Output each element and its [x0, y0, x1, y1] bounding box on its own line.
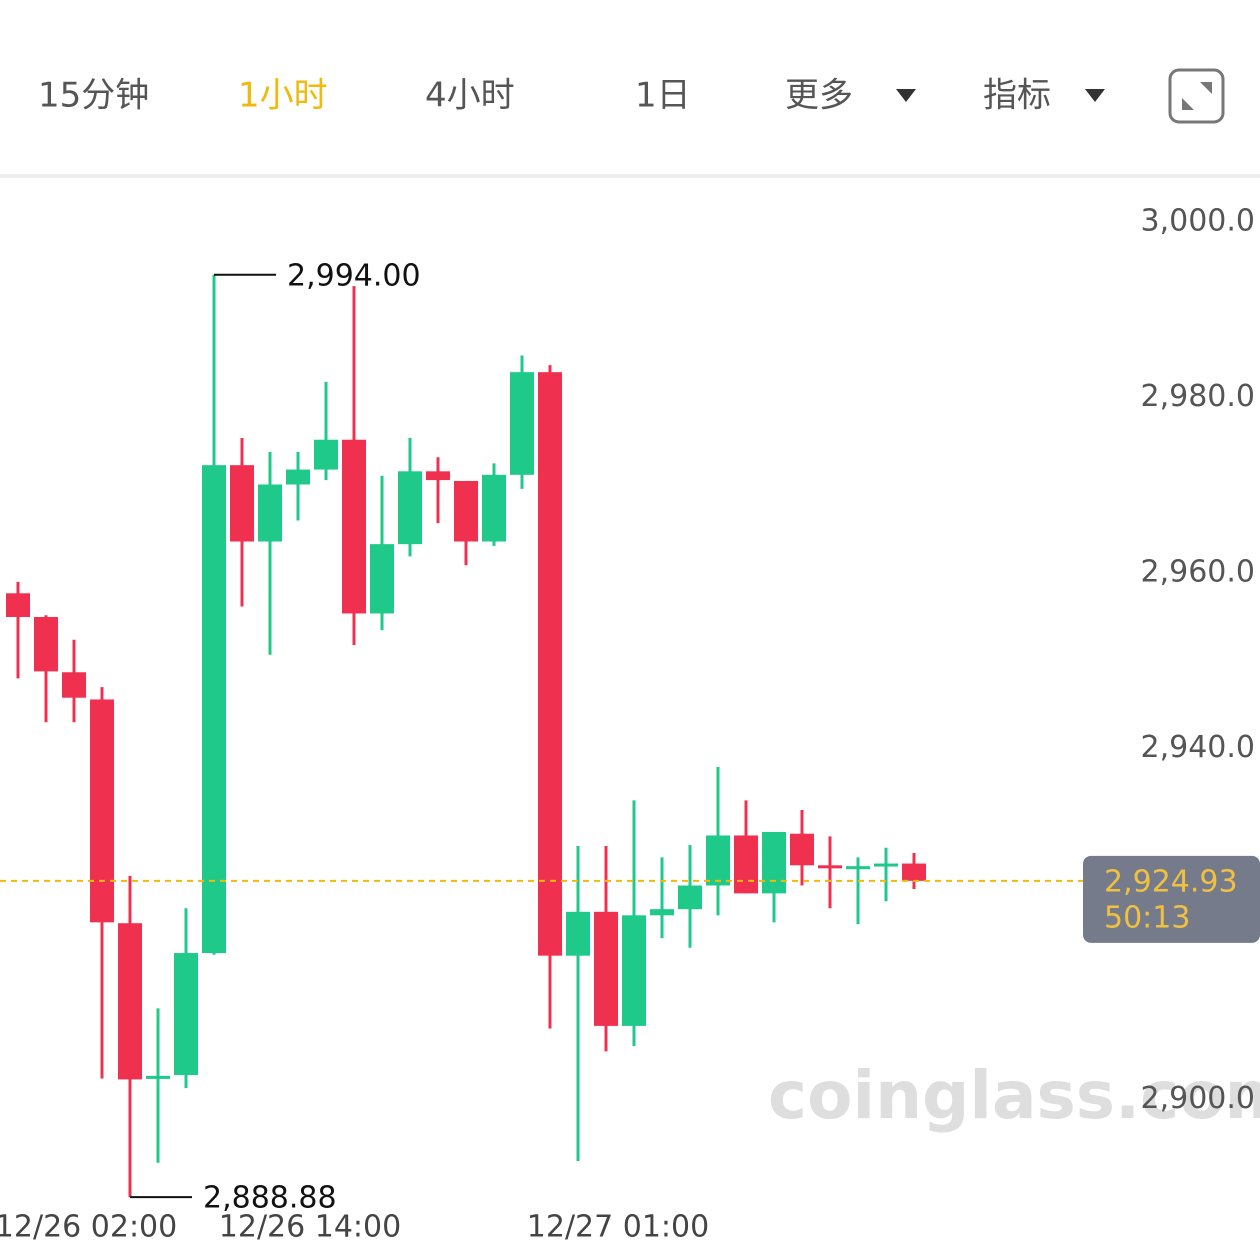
- candle-body: [342, 439, 366, 614]
- candle-body: [6, 593, 30, 617]
- tab-more[interactable]: 更多: [785, 76, 853, 116]
- y-tick-label: 3,000.0: [1140, 204, 1255, 239]
- candle-body: [286, 469, 310, 485]
- candle-body: [650, 909, 674, 916]
- candle-body: [202, 465, 226, 954]
- candle-body: [510, 372, 534, 475]
- candle-body: [902, 863, 926, 881]
- candle-body: [398, 471, 422, 545]
- candle-body: [370, 544, 394, 614]
- candle-body: [258, 484, 282, 542]
- button-frame[interactable]: [1168, 68, 1225, 124]
- x-tick-label: 12/26 02:00: [0, 1210, 177, 1245]
- y-tick-label: 2,960.0: [1140, 555, 1255, 590]
- tab-indicators[interactable]: 指标: [983, 76, 1051, 116]
- y-tick-label: 2,900.0: [1140, 1081, 1255, 1116]
- candle-body: [314, 439, 338, 470]
- annotation-label: 2,888.88: [203, 1181, 337, 1216]
- candle-body: [118, 923, 142, 1080]
- candle-body: [818, 865, 842, 869]
- tab[interactable]: 1日: [635, 76, 691, 116]
- candle-body: [846, 866, 870, 870]
- candle-body: [90, 699, 114, 923]
- candle-body: [790, 833, 814, 866]
- annotation-label: 2,994.00: [287, 258, 421, 293]
- timeframe-bar: 15分钟 1小时 4小时 1日 更多 指标: [38, 68, 1225, 124]
- dropdown-arrow[interactable]: [896, 89, 916, 102]
- candle-body: [426, 471, 450, 481]
- tab[interactable]: 15分钟: [38, 76, 149, 116]
- candle-body: [34, 616, 58, 672]
- candle-body: [482, 474, 506, 542]
- fullscreen-button[interactable]: [1168, 68, 1225, 124]
- candle-body: [734, 835, 758, 894]
- last-price-label: 2,924.93: [1104, 864, 1238, 899]
- candle-body: [594, 911, 618, 1026]
- candle-body: [762, 831, 786, 894]
- y-tick-label: 2,940.0: [1140, 730, 1255, 765]
- candle-body: [566, 911, 590, 956]
- candle-body: [874, 863, 898, 867]
- countdown: 50:13: [1104, 900, 1190, 935]
- divider: [0, 174, 1260, 178]
- candle-body: [538, 372, 562, 956]
- y-tick-label: 2,980.0: [1140, 379, 1255, 414]
- plot: 3,000.0 2,980.0 2,960.0 2,940.0 2,900.0 2,924…: [0, 204, 1260, 1245]
- candle-body: [706, 835, 730, 886]
- candle-body: [174, 953, 198, 1076]
- x-tick-label: 12/27 01:00: [527, 1210, 709, 1245]
- fullscreen-icon: [1182, 82, 1212, 110]
- watermark: coinglass.com: [768, 1057, 1260, 1134]
- candle-body: [622, 915, 646, 1026]
- candle-body: [62, 672, 86, 698]
- candle-body: [230, 465, 254, 542]
- price-box: [1083, 855, 1260, 943]
- candle-body: [678, 885, 702, 910]
- candle-body: [146, 1075, 170, 1079]
- tab[interactable]: 4小时: [425, 76, 515, 116]
- dropdown-arrow[interactable]: [1085, 89, 1105, 102]
- candle-body: [454, 480, 478, 542]
- x-tick-label: 12/26 14:00: [219, 1210, 401, 1245]
- tab-active[interactable]: 1小时: [238, 76, 328, 116]
